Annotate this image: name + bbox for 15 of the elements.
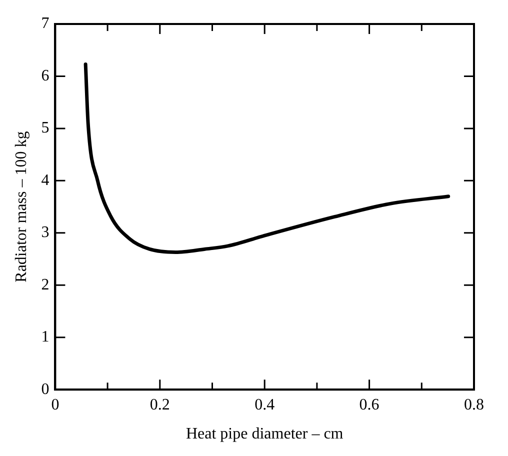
x-axis-title: Heat pipe diameter – cm [186,426,344,443]
y-tick-label: 1 [41,328,50,346]
y-axis-title: Radiator mass – 100 kg [12,131,30,282]
x-tick-label: 0.4 [254,396,275,414]
x-tick-label: 0.8 [464,396,484,414]
y-tick-label: 3 [41,224,50,242]
y-tick-label: 6 [41,67,50,84]
y-tick-label: 0 [41,380,50,398]
y-tick-label: 4 [41,172,50,189]
x-tick-label: 0.2 [150,396,170,414]
x-tick-label: 0.6 [359,396,380,414]
y-tick-label: 7 [41,15,50,32]
line-series [84,62,450,254]
y-tick-label: 5 [41,120,50,137]
y-tick-label: 2 [41,276,50,294]
